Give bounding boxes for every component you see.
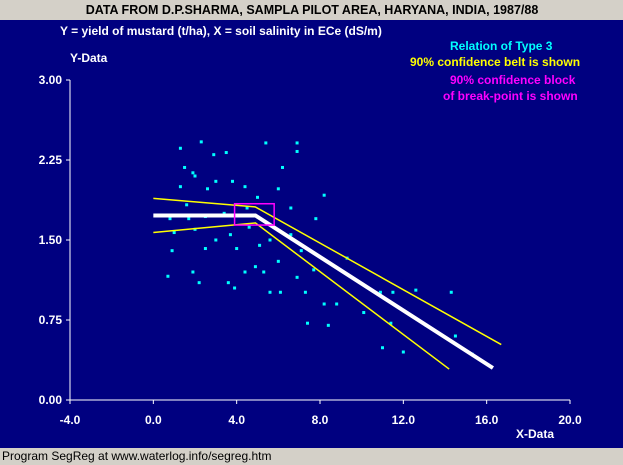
data-point-34 (170, 249, 174, 253)
data-point-65 (453, 334, 457, 338)
data-point-25 (314, 217, 318, 221)
data-point-54 (335, 302, 339, 306)
data-point-59 (253, 265, 257, 269)
annotation-belt: 90% confidence belt is shown (410, 55, 580, 69)
confidence-belt-lower (153, 222, 450, 370)
data-point-49 (233, 286, 237, 290)
data-point-48 (295, 275, 299, 279)
x-tick-label-1: 0.0 (145, 413, 162, 427)
x-tick-label-2: 4.0 (228, 413, 245, 427)
y-axis-label: Y-Data (70, 51, 108, 65)
data-point-43 (166, 274, 170, 278)
plot-background (0, 20, 623, 448)
y-tick-label-3: 2.25 (39, 153, 63, 167)
annotation-block-line1: 90% confidence block (450, 73, 576, 87)
data-point-23 (256, 195, 259, 199)
y-tick-label-0: 0.00 (39, 393, 63, 407)
data-point-31 (247, 225, 251, 229)
data-point-22 (245, 206, 249, 210)
data-point-4 (264, 141, 268, 145)
x-tick-label-5: 16.0 (475, 413, 499, 427)
chart-subtitle: Y = yield of mustard (t/ha), X = soil sa… (60, 24, 382, 38)
chart-title: DATA FROM D.P.SHARMA, SAMPLA PILOT AREA,… (86, 3, 539, 17)
data-point-12 (281, 165, 284, 169)
data-point-37 (235, 247, 239, 251)
data-point-67 (401, 350, 405, 354)
regression-fit-line (153, 213, 494, 370)
data-point-41 (312, 268, 316, 272)
data-point-57 (414, 288, 418, 292)
data-point-21 (222, 211, 226, 215)
data-point-46 (243, 270, 247, 274)
data-point-45 (226, 281, 230, 285)
data-point-26 (168, 217, 172, 221)
data-point-56 (391, 290, 395, 294)
data-point-17 (322, 193, 326, 197)
x-tick-label-0: -4.0 (60, 413, 81, 427)
data-point-39 (276, 259, 280, 263)
x-axis-label: X-Data (516, 427, 554, 441)
data-point-51 (278, 290, 282, 294)
annotation-relation: Relation of Type 3 (450, 39, 553, 53)
data-point-47 (262, 270, 266, 274)
data-point-10 (214, 179, 218, 183)
data-point-13 (178, 185, 182, 189)
confidence-belt-upper (153, 197, 502, 346)
data-point-27 (172, 231, 176, 235)
data-point-16 (276, 187, 280, 191)
data-point-38 (258, 243, 262, 247)
data-point-60 (306, 321, 309, 325)
y-tick-label-2: 1.50 (39, 233, 63, 247)
data-point-50 (268, 290, 272, 294)
data-point-55 (378, 290, 382, 294)
y-tick-label-4: 3.00 (39, 73, 63, 87)
data-point-0 (178, 146, 182, 150)
data-point-35 (191, 270, 195, 274)
data-point-1 (199, 140, 203, 144)
data-point-14 (206, 187, 209, 191)
data-point-19 (187, 217, 191, 221)
data-point-33 (289, 233, 293, 237)
data-point-3 (212, 153, 216, 157)
data-point-15 (243, 185, 247, 189)
data-point-29 (214, 238, 218, 242)
data-point-18 (185, 203, 189, 207)
footer-note: Program SegReg at www.waterlog.info/segr… (2, 449, 272, 463)
data-point-8 (191, 171, 195, 175)
data-point-36 (203, 247, 207, 251)
y-tick-label-1: 0.75 (39, 313, 63, 327)
annotation-block-line2: of break-point is shown (443, 89, 578, 103)
data-point-44 (197, 281, 201, 285)
data-point-53 (322, 302, 326, 306)
data-point-32 (268, 238, 272, 242)
break-point-confidence-block (233, 202, 275, 226)
data-point-58 (449, 290, 453, 294)
axis-ticks: -4.0 0.0 4.0 8.0 12.0 16.0 20.0 0.00 0.75 1.50 2.2… (39, 73, 582, 427)
data-point-30 (228, 233, 232, 237)
data-point-66 (381, 346, 384, 350)
data-point-7 (183, 165, 187, 169)
data-point-6 (295, 149, 299, 153)
data-point-5 (295, 141, 299, 145)
x-tick-label-4: 12.0 (392, 413, 416, 427)
x-tick-label-3: 8.0 (312, 413, 329, 427)
data-point-2 (224, 151, 228, 155)
x-tick-label-6: 20.0 (558, 413, 582, 427)
data-point-62 (362, 311, 366, 315)
data-point-9 (193, 174, 197, 178)
data-point-11 (231, 179, 234, 183)
data-point-40 (299, 249, 303, 253)
data-point-52 (303, 290, 307, 294)
data-point-61 (326, 323, 330, 327)
fit-lines (153, 197, 502, 370)
data-point-24 (289, 206, 293, 210)
data-point-63 (389, 321, 393, 325)
